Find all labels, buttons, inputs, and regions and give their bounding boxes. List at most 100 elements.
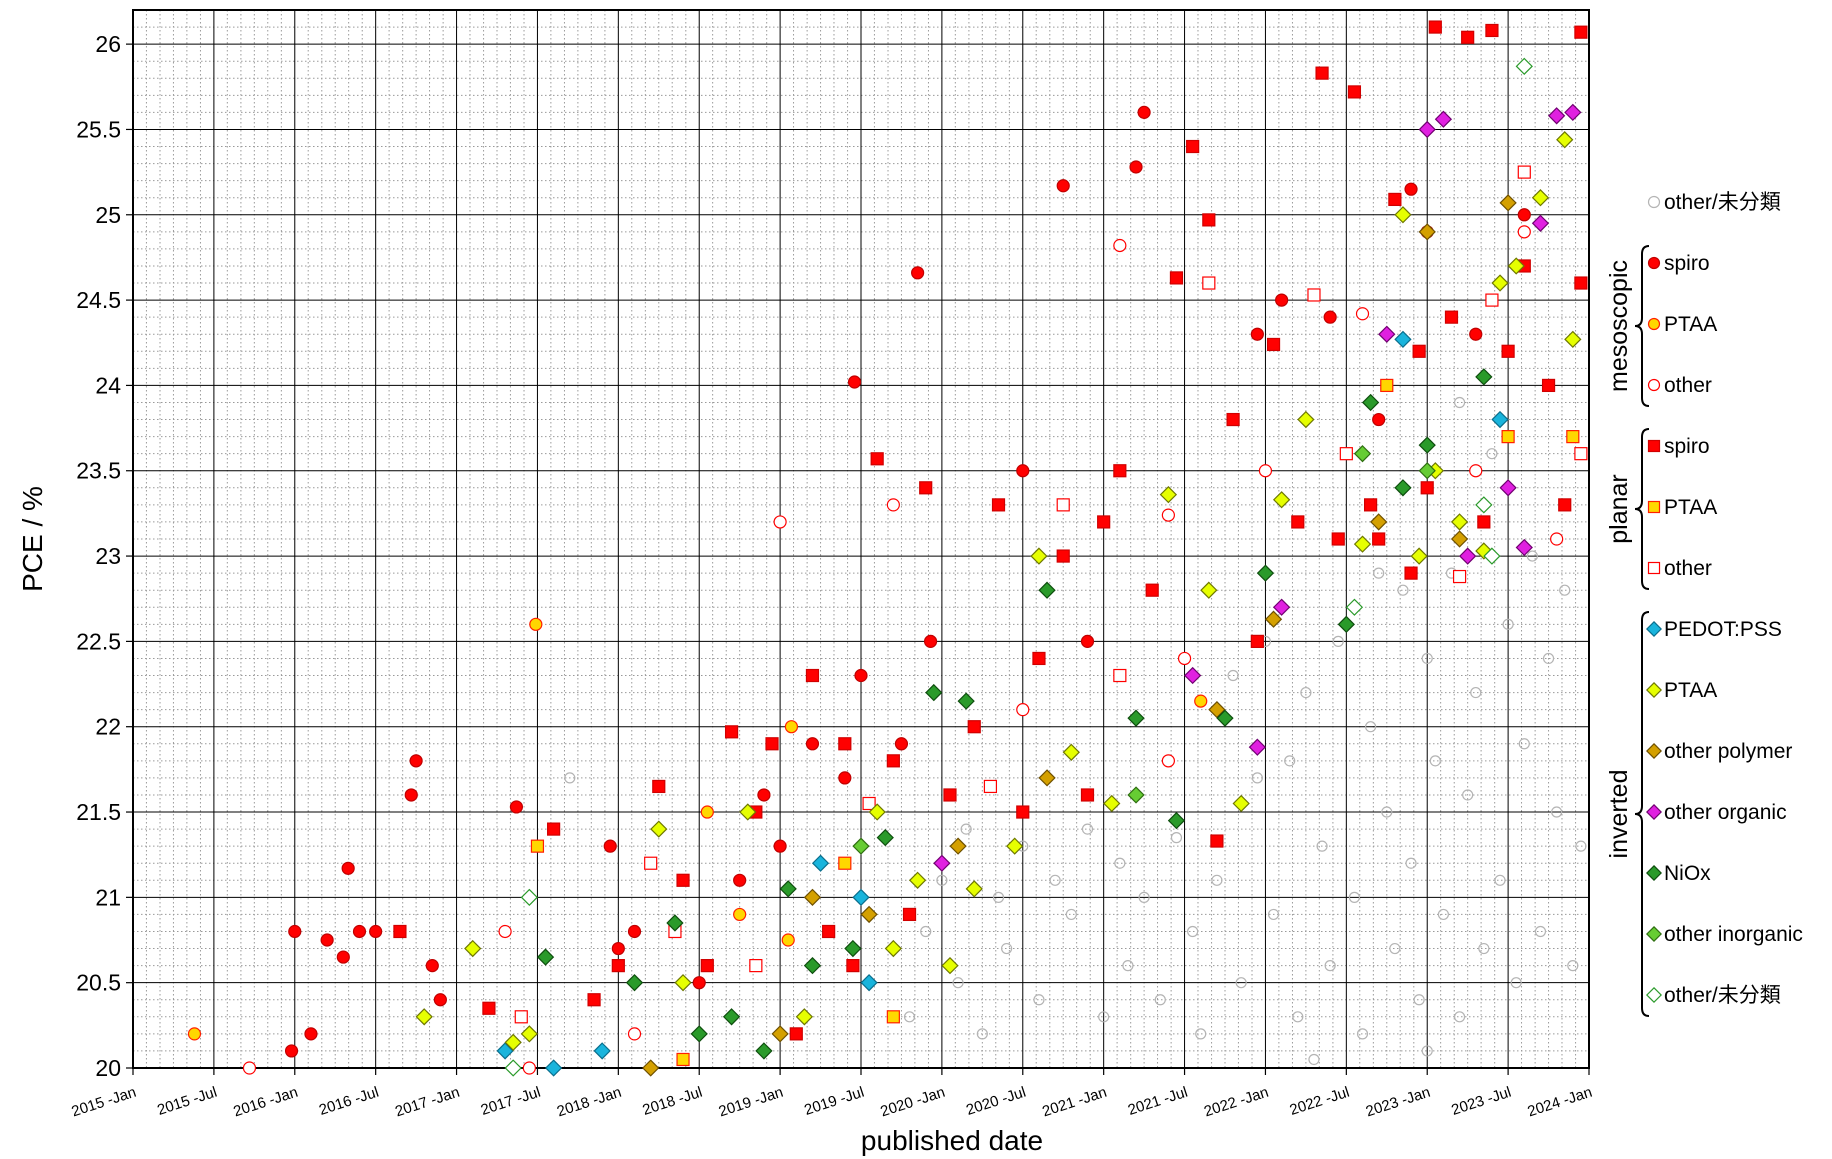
point — [1380, 378, 1394, 393]
x-tick-label: 2021 -Jan — [1040, 1084, 1109, 1121]
point — [1452, 569, 1467, 584]
legend-label: spiro — [1664, 252, 1710, 275]
point — [733, 907, 747, 922]
point — [933, 854, 951, 872]
point — [870, 452, 884, 466]
point — [838, 856, 852, 870]
point — [1575, 840, 1587, 852]
point — [1394, 330, 1412, 348]
legend-marker — [1646, 804, 1662, 820]
point — [1127, 786, 1145, 804]
point — [690, 1025, 708, 1043]
point — [504, 1033, 522, 1052]
point — [1556, 131, 1574, 149]
point — [920, 925, 932, 938]
point — [1113, 464, 1127, 478]
point — [1266, 337, 1281, 352]
point — [1450, 530, 1469, 548]
point — [795, 1008, 814, 1026]
point — [822, 924, 836, 939]
point — [1006, 837, 1024, 855]
legend-marker — [1646, 865, 1662, 881]
point — [1510, 977, 1522, 989]
point — [1388, 192, 1402, 207]
point — [811, 854, 830, 872]
point — [1499, 194, 1517, 212]
point — [1200, 581, 1218, 599]
point — [1567, 960, 1579, 972]
point — [923, 634, 938, 648]
x-axis-title: published date — [861, 1125, 1043, 1156]
point — [1159, 485, 1178, 504]
point — [593, 1042, 611, 1060]
legend-label: PTAA — [1664, 496, 1717, 519]
x-tick-label: 2024 -Jan — [1526, 1084, 1595, 1121]
point — [1507, 257, 1525, 275]
group-label: mesoscopic — [1605, 260, 1633, 392]
point — [847, 375, 862, 389]
legend-marker — [1646, 987, 1662, 1003]
y-tick-label: 22 — [95, 714, 121, 740]
point — [1235, 977, 1247, 989]
point — [1211, 874, 1223, 886]
point — [1113, 668, 1127, 683]
plot-frame — [132, 9, 1590, 1069]
point — [1202, 276, 1216, 290]
point — [1348, 891, 1361, 903]
point — [1515, 538, 1533, 557]
point — [1256, 564, 1275, 582]
point — [520, 888, 539, 907]
legend-marker — [1647, 561, 1661, 575]
point — [1444, 310, 1459, 324]
y-tick-label: 24.5 — [76, 287, 121, 313]
point — [911, 266, 925, 280]
point — [284, 1044, 299, 1058]
point — [1016, 805, 1030, 819]
point — [1372, 532, 1386, 546]
point — [1420, 481, 1434, 495]
x-tick-label: 2020 -Jan — [878, 1084, 947, 1121]
point — [1194, 694, 1208, 708]
legend-label: other/未分類 — [1664, 191, 1781, 214]
point — [1361, 393, 1380, 412]
point — [773, 515, 787, 529]
point — [1477, 515, 1491, 529]
point — [1113, 238, 1127, 253]
point — [341, 861, 355, 875]
point — [1531, 189, 1550, 207]
point — [1486, 448, 1498, 460]
point — [642, 1059, 660, 1077]
point — [844, 939, 862, 958]
point — [1300, 686, 1312, 699]
point — [952, 977, 964, 989]
x-tick-label: 2020 -Jul — [964, 1084, 1028, 1119]
point — [1547, 107, 1566, 125]
legend-marker — [1646, 743, 1662, 759]
point — [1470, 686, 1482, 699]
point — [1195, 1028, 1207, 1040]
legend-label: other — [1664, 374, 1712, 397]
legend-marker — [1647, 500, 1661, 514]
x-tick-label: 2022 -Jul — [1288, 1084, 1352, 1119]
group-bracket — [1634, 245, 1650, 407]
point — [1501, 344, 1515, 358]
point — [700, 959, 714, 973]
point — [1517, 208, 1531, 222]
group-bracket — [1634, 428, 1650, 590]
legend-label: other inorganic — [1664, 923, 1803, 946]
y-tick-label: 22.5 — [76, 628, 121, 654]
point — [404, 788, 418, 802]
point — [1551, 806, 1563, 818]
point — [976, 1028, 988, 1040]
point — [1292, 1011, 1304, 1023]
point — [983, 779, 998, 794]
point — [1574, 447, 1588, 461]
point — [514, 1010, 528, 1024]
point — [187, 1027, 202, 1041]
legend-label: other polymer — [1664, 740, 1792, 763]
x-tick-label: 2015 -Jan — [70, 1084, 139, 1121]
point — [1177, 651, 1192, 666]
point — [1331, 532, 1345, 546]
point — [627, 1027, 642, 1041]
point — [1267, 908, 1280, 921]
